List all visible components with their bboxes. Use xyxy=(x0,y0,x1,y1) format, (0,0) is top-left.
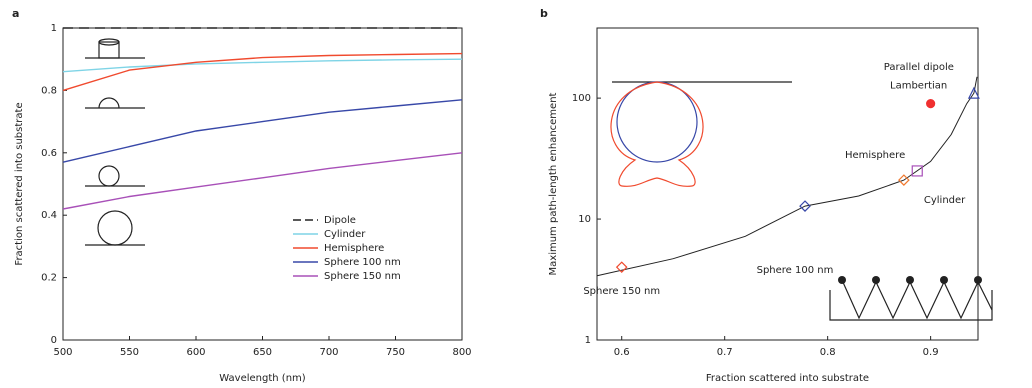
legend-label: Dipole xyxy=(324,215,356,226)
point-label: Sphere 100 nm xyxy=(757,265,834,276)
x-tick-label: 700 xyxy=(319,347,338,358)
point xyxy=(615,261,628,274)
y-tick-label: 100 xyxy=(572,93,591,104)
y-tick-label: 1 xyxy=(585,335,591,346)
line-series xyxy=(62,99,463,163)
inset-diagrams xyxy=(610,81,993,321)
line-series xyxy=(62,58,463,73)
x-tick-label: 800 xyxy=(452,347,471,358)
x-tick-label: 0.9 xyxy=(923,347,939,358)
x-tick-label: 0.7 xyxy=(717,347,733,358)
y-tick-label: 0.2 xyxy=(41,273,57,284)
legend-label: Hemisphere xyxy=(324,243,384,254)
x-tick-label: 750 xyxy=(386,347,405,358)
x-tick-label: 500 xyxy=(53,347,72,358)
point-label: Lambertian xyxy=(890,81,947,92)
point xyxy=(898,174,910,186)
point xyxy=(911,165,923,177)
y-tick-label: 10 xyxy=(578,214,591,225)
x-axis-label: Wavelength (nm) xyxy=(219,373,305,384)
point-label: Sphere 150 nm xyxy=(583,286,660,297)
fit-curve xyxy=(596,76,978,277)
x-tick-label: 0.6 xyxy=(614,347,630,358)
legend-label: Sphere 100 nm xyxy=(324,257,401,268)
legend-label: Sphere 150 nm xyxy=(324,271,401,282)
y-tick-label: 0.8 xyxy=(41,85,57,96)
x-tick-label: 650 xyxy=(253,347,272,358)
y-tick-label: 0.4 xyxy=(41,210,57,221)
panel-label: b xyxy=(540,7,548,20)
point-label: Cylinder xyxy=(924,195,966,206)
x-axis-label: Fraction scattered into substrate xyxy=(706,373,869,384)
legend-label: Cylinder xyxy=(324,229,366,240)
y-tick-label: 0.6 xyxy=(41,148,57,159)
y-axis-label: Maximum path-length enhancement xyxy=(548,92,559,275)
x-tick-label: 550 xyxy=(120,347,139,358)
panel-label: a xyxy=(12,7,19,20)
point-label: Hemisphere xyxy=(845,150,905,161)
plot-frame xyxy=(62,27,463,341)
point xyxy=(799,200,811,212)
y-axis-label: Fraction scattered into substrate xyxy=(14,102,25,265)
point-label: Parallel dipole xyxy=(884,62,954,73)
line-series xyxy=(62,152,463,210)
point xyxy=(926,99,936,109)
point xyxy=(967,86,980,99)
x-tick-label: 0.8 xyxy=(820,347,836,358)
x-tick-label: 600 xyxy=(186,347,205,358)
line-series xyxy=(62,52,463,92)
y-tick-label: 1 xyxy=(51,23,57,34)
shape-icons xyxy=(85,38,145,246)
y-tick-label: 0 xyxy=(51,335,57,346)
plot-frame xyxy=(596,27,979,341)
